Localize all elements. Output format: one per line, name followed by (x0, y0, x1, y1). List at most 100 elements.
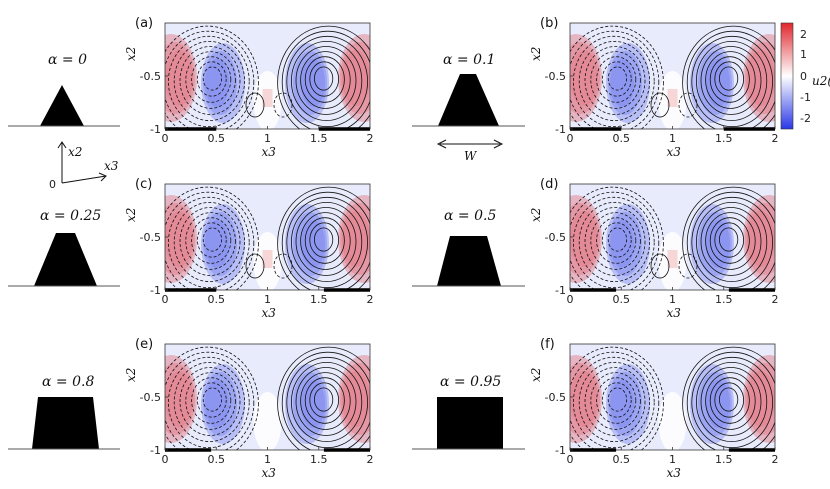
contour-panel: 0 0.5 1 1.5 2 -1 -0.5 x3 x2 (f) (529, 337, 779, 480)
dashed-contour (596, 56, 637, 103)
dashed-contour (578, 361, 651, 442)
solid-contour (695, 201, 768, 282)
dashed-contour (165, 25, 259, 129)
dashed-contour (572, 35, 655, 128)
solid-contour (700, 46, 762, 115)
solid-contour (245, 253, 265, 279)
solid-contour (290, 41, 363, 121)
x-tick-label: 2 (772, 453, 779, 466)
schematic-alpha-0.25: α = 0.25 (8, 208, 120, 287)
solid-contour (304, 217, 345, 264)
solid-contour (300, 212, 351, 270)
dashed-contour (191, 56, 232, 103)
negative-region (201, 43, 245, 123)
positive-region (570, 211, 598, 267)
x-tick-label: 1.5 (310, 132, 328, 145)
y-tick-label: -1 (150, 284, 161, 297)
dashed-contour (197, 382, 227, 418)
dashed-contour (202, 387, 222, 412)
solid-contour (691, 35, 773, 128)
solid-contour (650, 92, 670, 118)
solid-contour (245, 92, 265, 118)
x-tick-label: 1 (264, 453, 271, 466)
positive-region (165, 371, 193, 427)
dashed-contour (572, 356, 655, 449)
x-tick-label: 0 (162, 132, 169, 145)
positive-region (743, 355, 775, 443)
negative-region (610, 380, 634, 428)
dashed-contour (596, 377, 637, 424)
width-arrowhead-left (436, 139, 447, 149)
dashed-contour (607, 66, 628, 91)
x-tick-label: 1 (669, 453, 676, 466)
dashed-contour (179, 207, 241, 276)
x-tick-label: 0.5 (613, 453, 631, 466)
colorbar-tick: -2 (800, 112, 811, 125)
y-tick-label: -0.5 (545, 70, 566, 83)
panel-label: (e) (135, 337, 153, 352)
negative-region (606, 43, 650, 123)
solid-contour (313, 227, 334, 252)
solid-contour (309, 61, 340, 97)
solid-contour (718, 227, 739, 252)
alpha-label-e: α = 0.8 (42, 374, 94, 390)
solid-contour (695, 361, 768, 442)
positive-region (570, 50, 598, 106)
positive-region (570, 203, 600, 275)
dashed-contour (173, 41, 245, 121)
dashed-contour (167, 356, 250, 449)
contour-panel: 0 0.5 1 1.5 2 -1 -0.5 x3 x2 (c) (124, 177, 374, 320)
x-tick-label: 2 (367, 293, 374, 306)
solid-contour (277, 346, 370, 450)
dashed-contour (167, 196, 250, 289)
dashed-contour (197, 222, 227, 258)
x-axis-label: x3 (262, 466, 277, 480)
panel-label: (c) (135, 177, 152, 192)
solid-contour (295, 367, 357, 436)
y-tick-label: -1 (150, 123, 161, 136)
negative-region (706, 380, 730, 428)
solid-contour (682, 346, 775, 450)
solid-contour (281, 30, 370, 129)
dashed-contour (173, 361, 245, 442)
negative-region (201, 204, 245, 284)
contour-panel: 0 0.5 1 1.5 2 -1 -0.5 x3 x2 (a) (124, 16, 374, 159)
negative-region (301, 220, 325, 268)
dashed-contour (590, 51, 641, 109)
dashed-contour (572, 196, 655, 289)
dashed-contour (570, 346, 664, 450)
y-axis-label: x2 (529, 208, 543, 222)
dashed-contour (191, 217, 232, 264)
x-tick-label: 1 (669, 132, 676, 145)
x-tick-label: 0 (567, 293, 574, 306)
neutral-region (658, 392, 687, 450)
solid-contour (281, 191, 370, 290)
dashed-contour (570, 25, 664, 129)
x-tick-label: 0 (567, 453, 574, 466)
solid-contour (290, 361, 363, 442)
small-positive-cell (667, 250, 678, 268)
x-tick-label: 0.5 (613, 132, 631, 145)
colorbar-gradient (780, 22, 794, 130)
dashed-contour (197, 61, 227, 97)
dashed-contour (678, 92, 698, 118)
negative-region (301, 59, 325, 107)
x-tick-label: 0 (162, 293, 169, 306)
y-tick-label: -0.5 (140, 391, 161, 404)
y-tick-label: -1 (555, 123, 566, 136)
negative-region (201, 364, 245, 444)
panel-label: (a) (135, 16, 153, 31)
contour-panel: 0 0.5 1 1.5 2 -1 -0.5 x3 x2 (d) (529, 177, 779, 320)
x-axis-label: x3 (262, 145, 277, 159)
dashed-contour (202, 66, 222, 91)
solid-contour (309, 222, 340, 258)
positive-region (570, 42, 600, 114)
solid-contour (313, 387, 334, 412)
solid-contour (700, 367, 762, 436)
dashed-contour (165, 186, 259, 290)
x-tick-label: 1 (669, 293, 676, 306)
x-tick-label: 2 (367, 132, 374, 145)
alpha-label-d: α = 0.5 (444, 208, 496, 224)
x-tick-label: 2 (772, 293, 779, 306)
solid-contour (714, 382, 744, 418)
